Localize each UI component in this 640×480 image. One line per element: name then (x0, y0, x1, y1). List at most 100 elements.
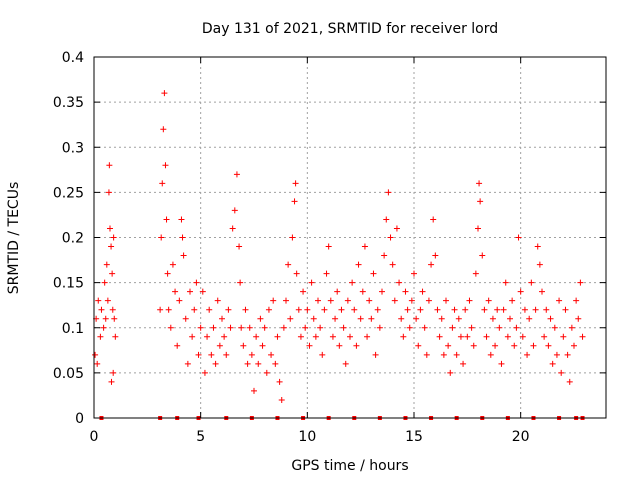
data-point (453, 351, 460, 358)
data-point (425, 297, 432, 304)
data-point (157, 306, 164, 313)
data-point (199, 288, 206, 295)
data-point (259, 342, 266, 349)
data-point (342, 360, 349, 367)
data-point (357, 315, 364, 322)
data-marks (92, 90, 586, 403)
data-point (421, 324, 428, 331)
data-point (428, 261, 435, 268)
x-tick-label: 0 (90, 429, 99, 445)
data-point (244, 360, 251, 367)
data-point (447, 369, 454, 376)
data-point (539, 288, 545, 295)
data-point (97, 333, 104, 340)
y-tick-label: 0 (75, 411, 84, 427)
data-point (524, 351, 531, 358)
data-point (417, 306, 424, 313)
data-point (389, 261, 396, 268)
data-point (372, 351, 379, 358)
data-point (184, 360, 191, 367)
data-point (573, 297, 580, 304)
data-point (526, 315, 533, 322)
data-point (541, 333, 548, 340)
data-point (500, 306, 507, 313)
data-point (223, 351, 230, 358)
data-point (445, 342, 452, 349)
data-point (438, 315, 445, 322)
data-point (402, 288, 409, 295)
data-point (387, 234, 394, 241)
x-tick-label: 5 (196, 429, 205, 445)
data-point (191, 306, 198, 313)
data-point (319, 351, 326, 358)
data-point (246, 324, 253, 331)
data-point (276, 378, 283, 385)
data-point (364, 333, 371, 340)
data-point (163, 216, 170, 223)
data-point (575, 315, 582, 322)
data-point (370, 270, 377, 277)
data-point (325, 243, 332, 250)
data-point (315, 297, 321, 304)
data-point (443, 297, 449, 304)
data-point (487, 351, 494, 358)
data-point (95, 297, 102, 304)
data-point (532, 306, 539, 313)
data-point (481, 306, 488, 313)
data-point (248, 351, 255, 358)
data-point (366, 297, 373, 304)
data-point (240, 342, 247, 349)
data-point (379, 288, 385, 295)
data-point (436, 333, 443, 340)
data-point (110, 234, 117, 241)
data-point (449, 324, 456, 331)
data-point (515, 234, 522, 241)
data-point (231, 207, 238, 214)
data-point (101, 279, 108, 286)
data-point (504, 333, 511, 340)
data-point (517, 288, 524, 295)
data-point (109, 270, 116, 277)
data-point (502, 279, 509, 286)
data-point (408, 297, 415, 304)
axis-ticks (93, 56, 606, 419)
data-point (400, 333, 407, 340)
data-point (472, 270, 479, 277)
data-point (368, 315, 375, 322)
data-point (174, 342, 181, 349)
data-point (415, 342, 422, 349)
data-point (462, 306, 469, 313)
data-point (204, 333, 211, 340)
data-point (158, 234, 165, 241)
data-point (219, 315, 225, 322)
data-point (513, 324, 520, 331)
data-point (579, 333, 586, 340)
data-point (208, 351, 215, 358)
data-point (178, 216, 185, 223)
data-point (195, 351, 202, 358)
data-point (167, 324, 174, 331)
data-point (385, 189, 392, 196)
y-tick-label: 0.2 (62, 231, 84, 247)
data-point (180, 252, 187, 259)
data-point (398, 315, 405, 322)
data-point (176, 297, 183, 304)
data-point (564, 351, 571, 358)
data-point (549, 360, 556, 367)
data-point (111, 315, 118, 322)
data-point (312, 333, 319, 340)
data-point (297, 333, 304, 340)
data-point (161, 90, 168, 97)
data-point (455, 315, 462, 322)
data-point (543, 306, 550, 313)
chart-title: Day 131 of 2021, SRMTID for receiver lor… (202, 21, 498, 37)
y-tick-label: 0.25 (53, 185, 84, 201)
data-point (383, 216, 390, 223)
data-point (216, 342, 223, 349)
data-point (562, 306, 569, 313)
data-point (545, 342, 552, 349)
grid (94, 57, 606, 418)
x-tick-label: 20 (512, 429, 530, 445)
data-point (327, 297, 334, 304)
data-point (306, 342, 313, 349)
